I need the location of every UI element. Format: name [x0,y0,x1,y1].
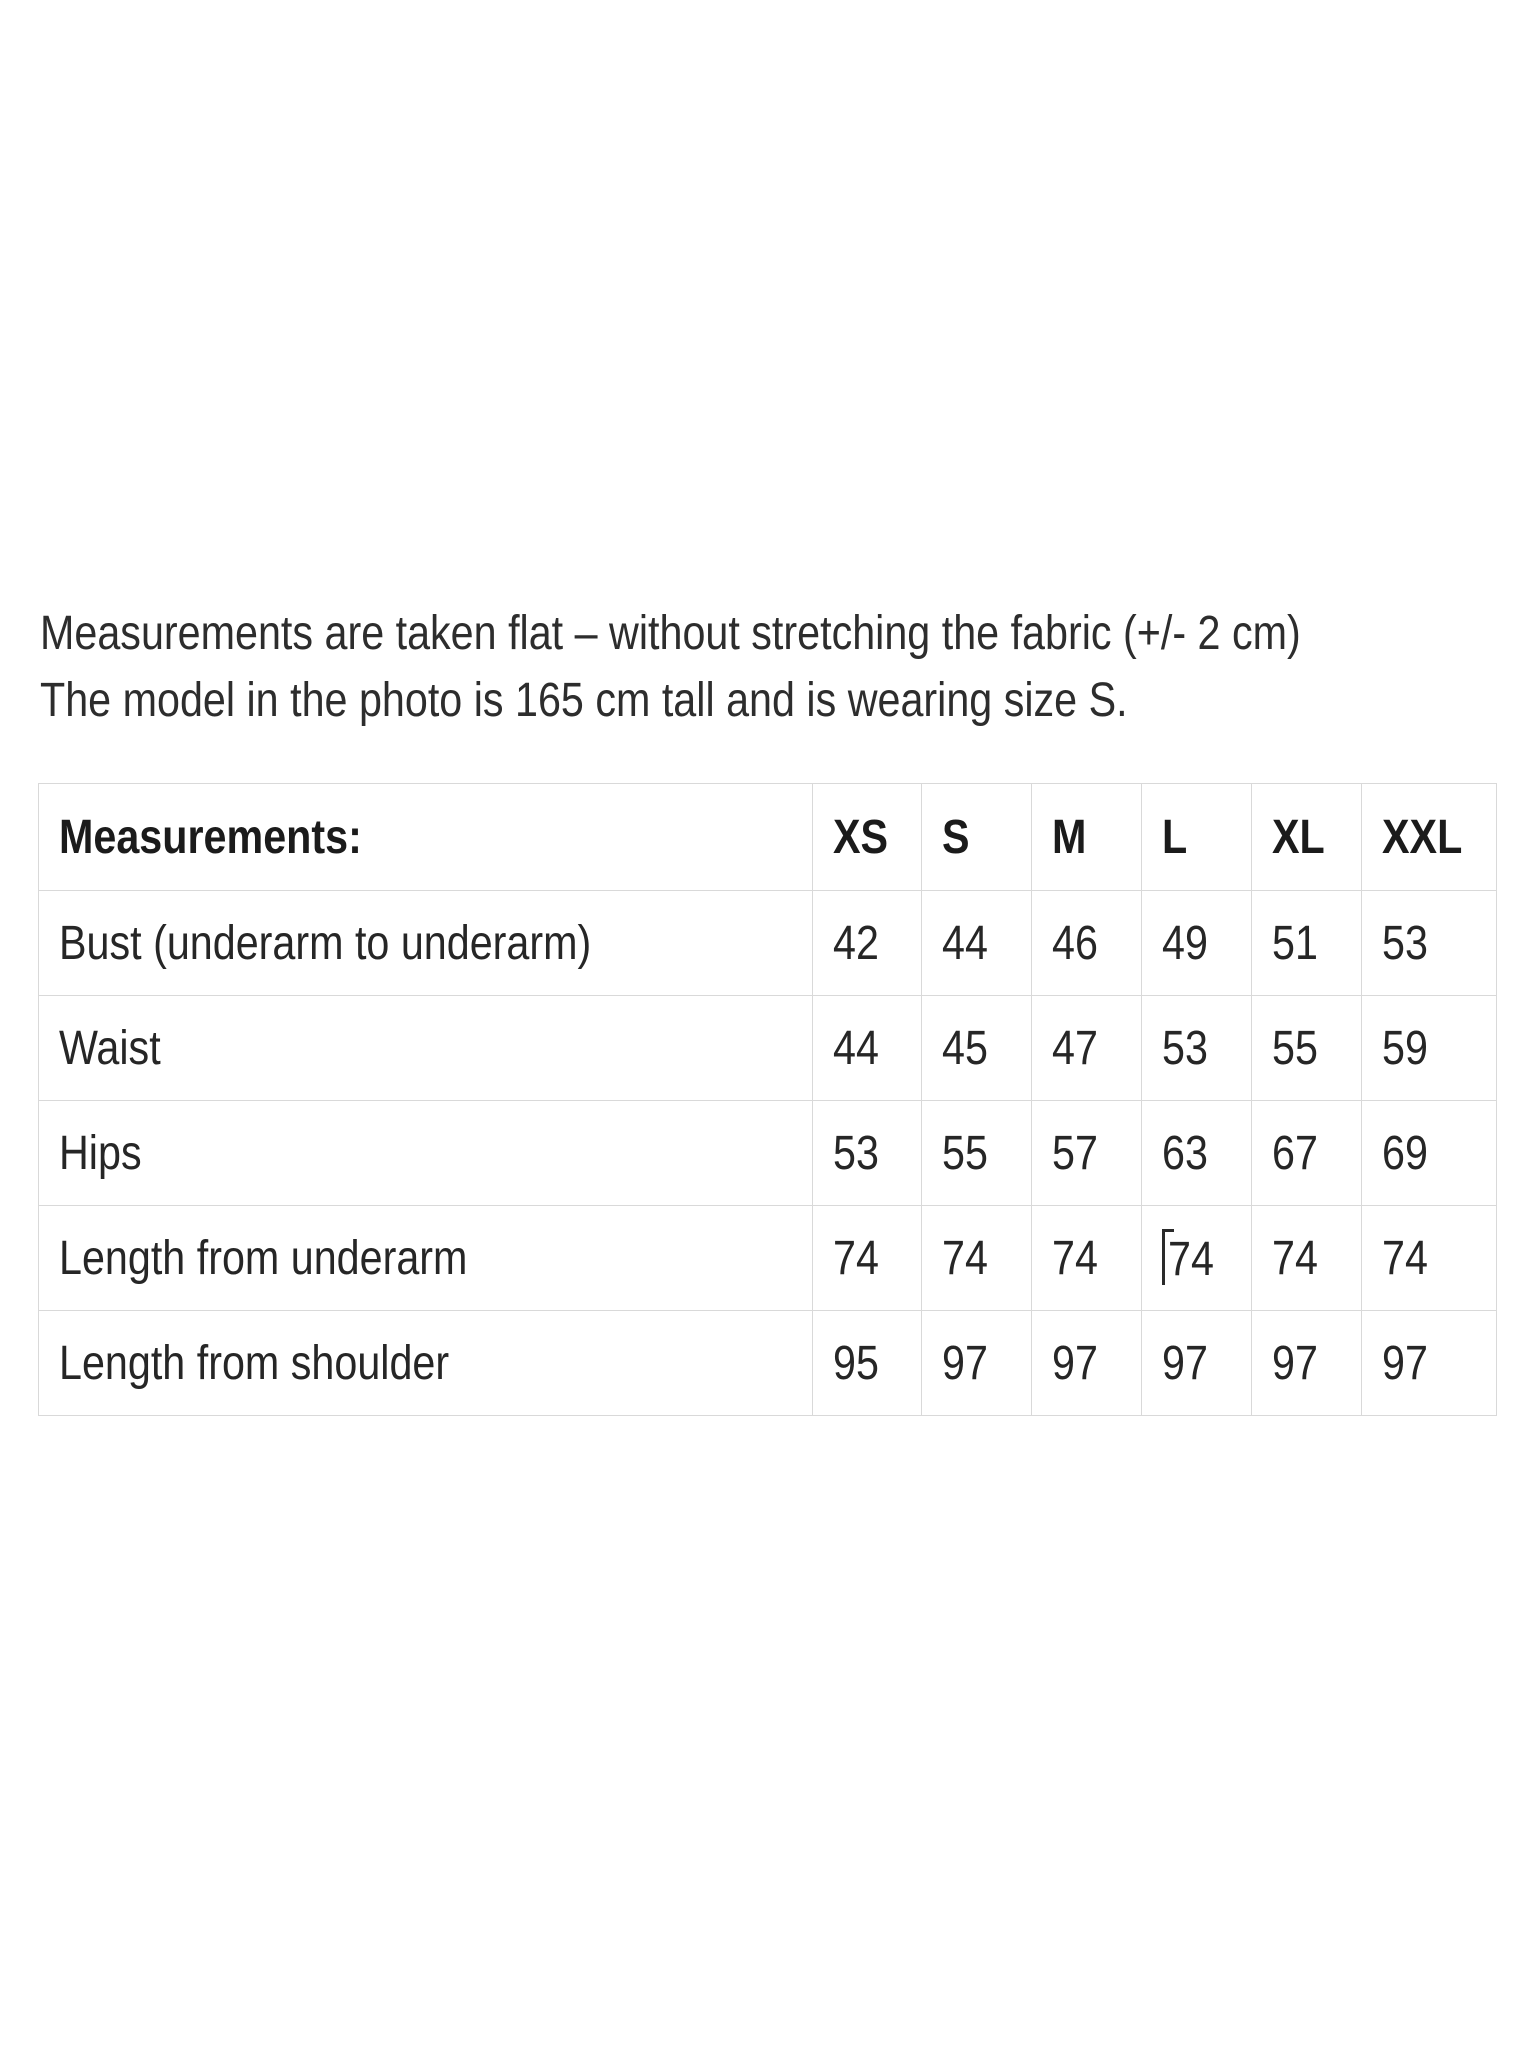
row-label: Length from underarm [38,1205,813,1311]
value-cell: 53 [1361,890,1497,996]
value-cell: 42 [811,890,923,996]
header-size-s: S [921,783,1033,891]
value-cell: 44 [921,890,1033,996]
row-label: Hips [38,1100,813,1206]
value-cell: 53 [811,1100,923,1206]
intro-line-1: Measurements are taken flat – without st… [40,607,1301,660]
value-cell: 63 [1141,1100,1253,1206]
value-cell: 55 [1251,995,1363,1101]
header-measurements: Measurements: [38,783,813,891]
intro-line-2: The model in the photo is 165 cm tall an… [40,674,1128,727]
text-cursor-icon [1162,1229,1175,1285]
table-row-length-underarm: Length from underarm 74 74 74 74 74 74 [38,1205,1497,1311]
measurements-table: Measurements: XS S M L XL XXL Bust (unde… [38,783,1497,1416]
header-size-m: M [1031,783,1143,891]
value-cell: 53 [1141,995,1253,1101]
header-size-l: L [1141,783,1253,891]
value-cell: 74 [1251,1205,1363,1311]
value-cell: 97 [1361,1310,1497,1416]
value-cell: 47 [1031,995,1143,1101]
table-header-row: Measurements: XS S M L XL XXL [38,783,1497,891]
table-row-bust: Bust (underarm to underarm) 42 44 46 49 … [38,890,1497,996]
header-size-xl: XL [1251,783,1363,891]
row-label: Waist [38,995,813,1101]
table-row-hips: Hips 53 55 57 63 67 69 [38,1100,1497,1206]
value-cell: 74 [811,1205,923,1311]
value-cell: 51 [1251,890,1363,996]
value-cell: 46 [1031,890,1143,996]
row-label: Bust (underarm to underarm) [38,890,813,996]
value-cell: 97 [1141,1310,1253,1416]
value-cell: 74 [1361,1205,1497,1311]
header-size-xxl: XXL [1361,783,1497,891]
value-cell: 67 [1251,1100,1363,1206]
value-cell: 74 [1141,1205,1253,1311]
table-row-length-shoulder: Length from shoulder 95 97 97 97 97 97 [38,1310,1497,1416]
value-cell: 97 [1251,1310,1363,1416]
table-row-waist: Waist 44 45 47 53 55 59 [38,995,1497,1101]
row-label: Length from shoulder [38,1310,813,1416]
value-cell: 74 [1031,1205,1143,1311]
value-cell: 44 [811,995,923,1101]
value-cell: 55 [921,1100,1033,1206]
value-cell: 97 [1031,1310,1143,1416]
header-size-xs: XS [811,783,923,891]
value-cell: 95 [811,1310,923,1416]
value-cell: 49 [1141,890,1253,996]
value-cell: 97 [921,1310,1033,1416]
value-cell: 69 [1361,1100,1497,1206]
value-cell: 57 [1031,1100,1143,1206]
intro-paragraph: Measurements are taken flat – without st… [40,600,1506,734]
value-cell: 59 [1361,995,1497,1101]
value-cell: 74 [921,1205,1033,1311]
value-cell: 45 [921,995,1033,1101]
